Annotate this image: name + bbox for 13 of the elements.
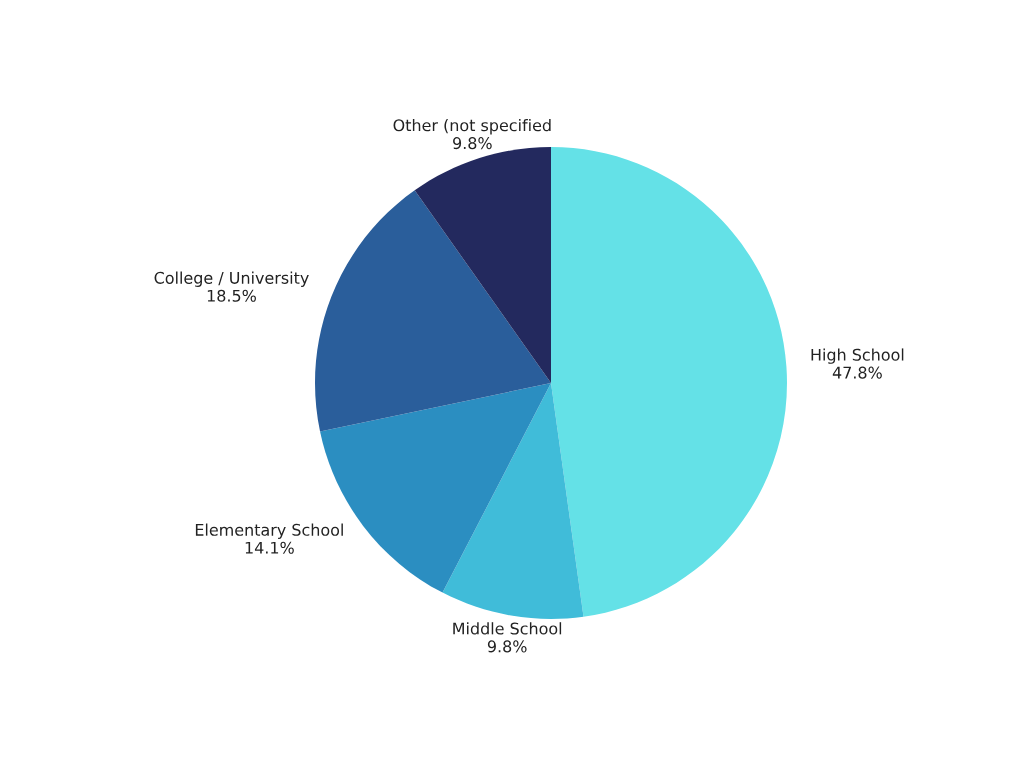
- slice-label: College / University: [154, 271, 309, 287]
- slice-label: Middle School: [453, 622, 562, 635]
- pie-slice: [315, 190, 551, 432]
- data-label: 18.5%: [207, 289, 256, 302]
- data-label: 9.8%: [453, 137, 492, 150]
- data-label: 14.1%: [245, 541, 294, 554]
- data-label: 9.8%: [487, 640, 527, 653]
- slice-label: High School: [811, 348, 904, 364]
- slice-label: Elementary School: [195, 523, 343, 539]
- slice-label: Other (not specified: [393, 118, 551, 135]
- data-label: 47.8%: [832, 366, 882, 379]
- pie-slice: [551, 147, 787, 617]
- pie-slice: [442, 383, 584, 619]
